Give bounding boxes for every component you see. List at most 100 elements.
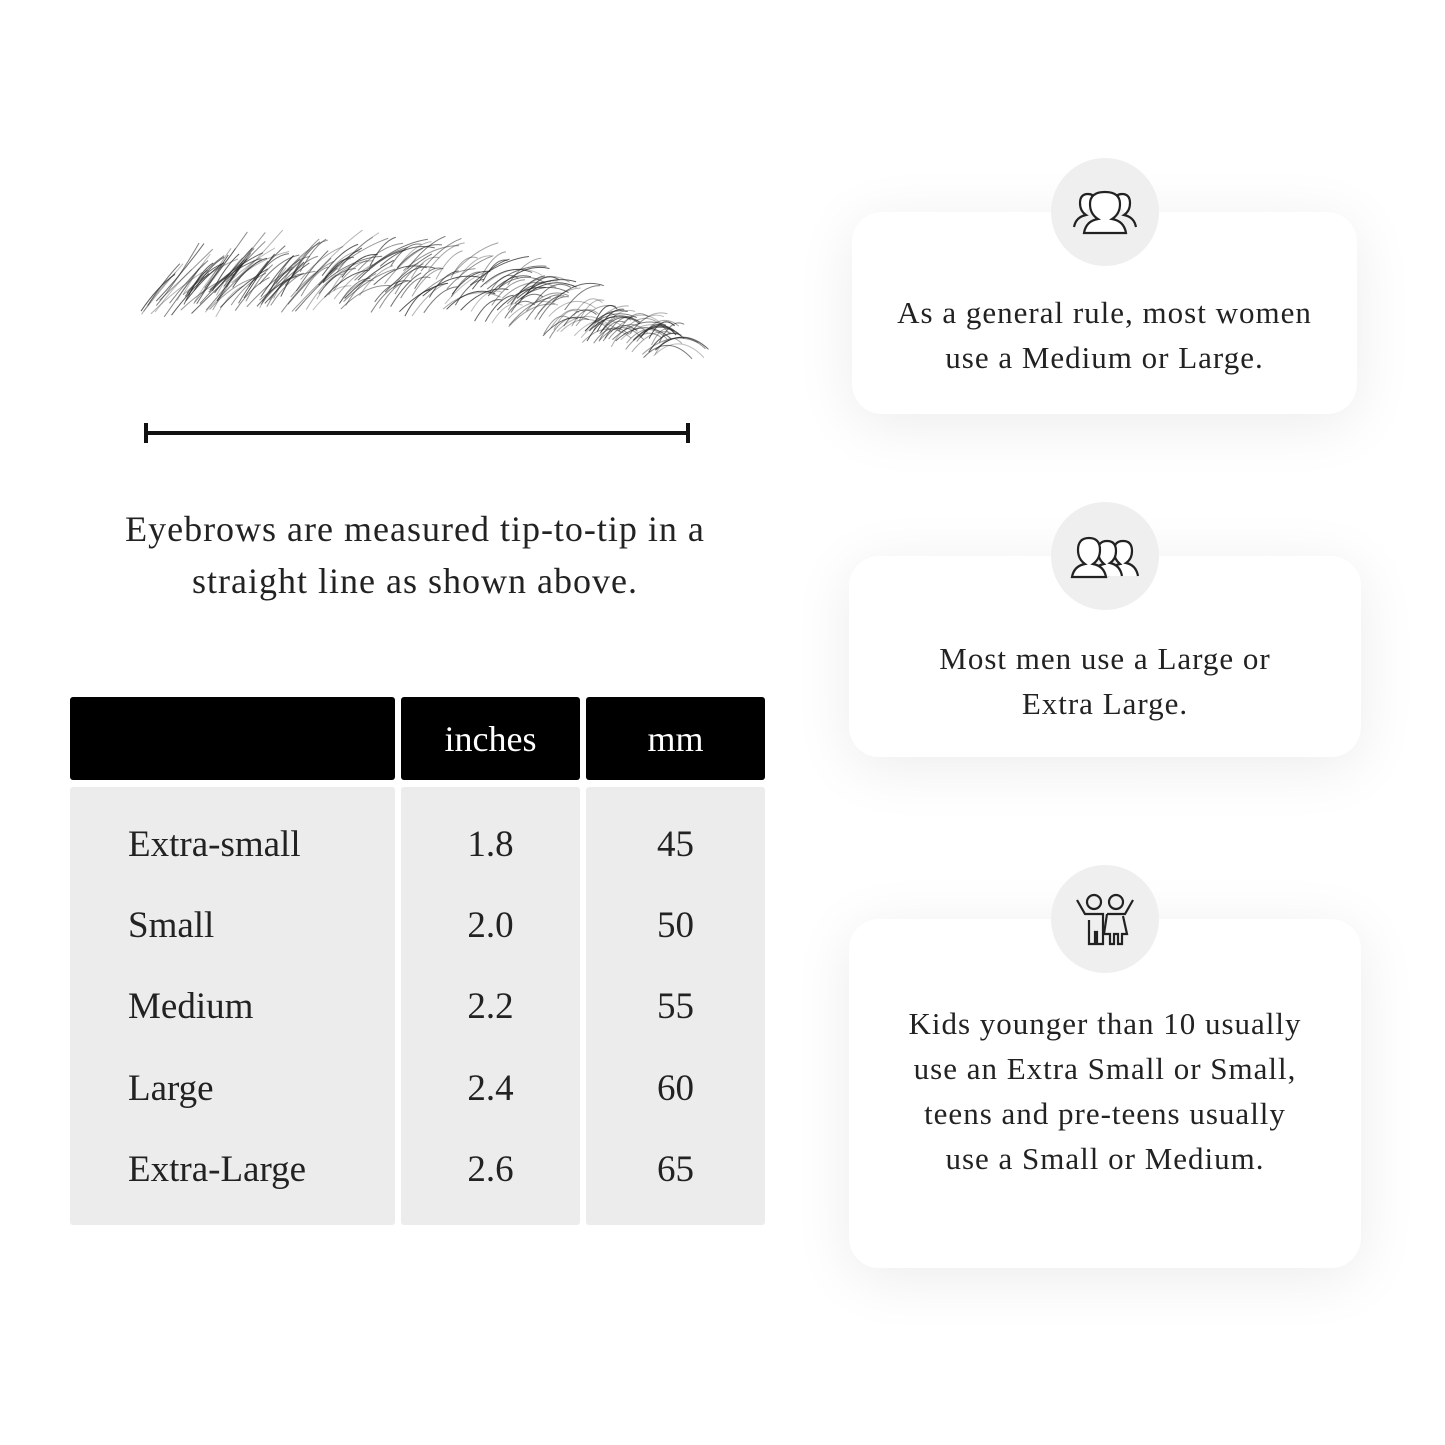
eyebrow-hair: [219, 268, 269, 308]
eyebrow-hair: [201, 247, 232, 295]
eyebrow-hair: [444, 271, 487, 305]
eyebrow-hair: [615, 314, 663, 330]
eyebrow-hair: [212, 253, 240, 291]
eyebrow-hair: [470, 290, 502, 312]
eyebrow-hair: [507, 257, 542, 286]
eyebrow-hair: [256, 259, 302, 307]
eyebrow-illustration: [140, 230, 709, 360]
eyebrow-hair: [411, 282, 447, 317]
eyebrow-hair: [176, 262, 205, 301]
eyebrow-hair: [584, 310, 628, 332]
eyebrow-hair: [234, 230, 284, 283]
size-label: Large: [128, 1068, 214, 1109]
kids-card: Kids younger than 10 usually use an Extr…: [849, 919, 1361, 1268]
eyebrow-hair: [640, 323, 677, 338]
eyebrow-hair: [628, 314, 665, 335]
eyebrow-hair: [407, 235, 446, 270]
eyebrow-hair: [322, 255, 383, 284]
eyebrow-hair: [517, 281, 551, 305]
eyebrow-hair: [338, 279, 374, 304]
eyebrow-hair: [643, 344, 693, 360]
eyebrow-hair: [514, 286, 569, 304]
eyebrow-hair: [411, 268, 442, 297]
inches-value: 1.8: [467, 824, 514, 865]
inches-value: 2.4: [467, 1068, 514, 1109]
eyebrow-hair: [435, 250, 463, 280]
eyebrow-hair: [658, 322, 685, 343]
eyebrow-hair: [602, 325, 638, 342]
eyebrow-hair: [419, 268, 476, 296]
eyebrow-hair: [384, 247, 424, 285]
eyebrow-hair: [538, 296, 569, 320]
eyebrow-hair: [600, 316, 641, 333]
eyebrow-hair: [305, 274, 337, 310]
inches-value: 2.6: [467, 1149, 514, 1190]
eyebrow-hair: [552, 282, 604, 303]
header-inches: inches: [401, 697, 580, 780]
eyebrow-hair: [183, 269, 208, 305]
eyebrow-hair: [337, 232, 380, 271]
eyebrow-hair: [369, 236, 396, 266]
eyebrow-hair: [169, 260, 209, 304]
eyebrow-hair: [641, 337, 699, 355]
eyebrow-hair: [596, 308, 625, 333]
eyebrow-hair: [400, 276, 431, 299]
eyebrow-hair: [542, 316, 589, 337]
eyebrow-hair: [209, 252, 264, 291]
eyebrow-hair: [571, 309, 599, 327]
header-mm: mm: [586, 697, 765, 780]
eyebrow-hair: [284, 255, 319, 286]
inches-column: [401, 787, 580, 1225]
eyebrow-hair: [143, 263, 184, 312]
eyebrow-hair: [393, 266, 436, 287]
eyebrow-hair: [624, 317, 671, 335]
mm-value: 60: [657, 1068, 694, 1109]
eyebrow-hair: [498, 266, 550, 288]
eyebrow-hair: [390, 272, 422, 307]
eyebrow-hair: [329, 237, 389, 275]
eyebrow-hair: [496, 286, 546, 311]
eyebrow-hair: [209, 277, 255, 310]
eyebrow-hair: [508, 300, 559, 319]
eyebrow-hair: [204, 231, 248, 289]
eyebrow-hair: [525, 276, 560, 295]
eyebrow-hair: [510, 293, 544, 313]
eyebrow-hair: [589, 305, 629, 331]
eyebrow-hair: [333, 264, 374, 300]
eyebrow-hair: [216, 258, 248, 302]
eyebrow-hair: [655, 336, 709, 351]
eyebrow-hair: [486, 265, 547, 290]
eyebrow-hair: [612, 321, 667, 340]
mm-column: [586, 787, 765, 1225]
eyebrow-hair: [379, 280, 409, 309]
eyebrow-hair: [553, 309, 580, 330]
eyebrow-hair: [396, 244, 443, 269]
eyebrow-hair: [275, 256, 311, 284]
eyebrow-hair: [581, 328, 632, 343]
eyebrow-hair: [204, 259, 255, 313]
eyebrow-hair: [504, 300, 536, 319]
eyebrow-hair: [573, 298, 603, 317]
eyebrow-hair: [384, 253, 433, 293]
eyebrow-hair: [599, 327, 645, 341]
eyebrow-hair: [491, 303, 523, 324]
eyebrow-hair: [563, 309, 597, 327]
eyebrow-hair: [510, 275, 545, 305]
eyebrow-hair: [482, 259, 508, 283]
eyebrow-hair: [625, 332, 663, 350]
eyebrow-hair: [215, 285, 244, 318]
eyebrow-hair: [460, 288, 509, 311]
eyebrow-hair: [630, 312, 668, 334]
eyebrow-hair: [442, 292, 501, 310]
eyebrow-hair: [193, 256, 225, 291]
eyebrow-hair: [150, 271, 203, 315]
kids-card-text: Kids younger than 10 usually use an Extr…: [908, 1006, 1302, 1176]
eyebrow-hair: [534, 283, 572, 303]
inches-value: 2.2: [467, 986, 514, 1027]
eyebrow-hair: [155, 242, 200, 306]
eyebrow-hair: [316, 273, 343, 300]
eyebrow-hair: [414, 267, 444, 289]
eyebrow-hair: [248, 245, 286, 287]
header-size: [70, 697, 395, 780]
eyebrow-hair: [394, 263, 424, 295]
